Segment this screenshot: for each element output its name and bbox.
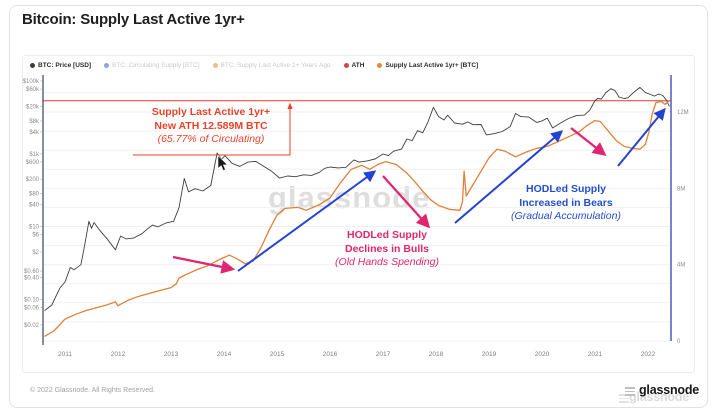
legend-item-label: ATH [351, 62, 365, 69]
legend-dot-icon [212, 63, 218, 68]
annotation-line: Declines in Bulls [344, 242, 430, 255]
annotation-bulls-note: HODLed Supply Declines in Bulls (Old Han… [303, 229, 471, 270]
logo-bars-icon [625, 387, 635, 398]
logo-bars-icon [619, 394, 629, 405]
legend-item-label: BTC: Supply Last Active 1+ Years Ago [220, 62, 331, 69]
legend-dot-icon [343, 63, 349, 68]
logo-wordmark-ghost: glassnode [629, 390, 690, 404]
legend-item-4[interactable]: Supply Last Active 1yr+ [BTC] [377, 62, 478, 69]
legend-item-2[interactable]: BTC: Supply Last Active 1+ Years Ago [212, 62, 331, 69]
legend-item-label: Supply Last Active 1yr+ [BTC] [385, 62, 479, 69]
annotation-line: (Gradual Accumulation) [511, 210, 621, 222]
legend-dot-icon [104, 63, 110, 68]
copyright-text: © 2022 Glassnode. All Rights Reserved. [30, 387, 156, 394]
annotation-line: HODLed Supply [526, 183, 606, 195]
legend-item-1[interactable]: BTC: Circulating Supply [BTC] [104, 62, 200, 69]
legend-item-label: BTC: Circulating Supply [BTC] [112, 62, 200, 69]
annotation-line: HODLed Supply [347, 229, 427, 241]
legend-item-3[interactable]: ATH [343, 62, 365, 69]
annotation-line: (Old Hands Spending) [335, 256, 439, 268]
annotation-line: New ATH 12.589M BTC [154, 119, 268, 132]
glassnode-watermark: glassnode [268, 180, 431, 215]
annotation-bears-note: HODLed Supply Increased in Bears (Gradua… [480, 183, 652, 224]
legend-dot-icon [377, 63, 383, 68]
chart-legend: BTC: Price [USD] BTC: Circulating Supply … [30, 62, 478, 69]
glassnode-logo: glassnode glassnode [619, 381, 707, 407]
legend-item-0[interactable]: BTC: Price [USD] [30, 62, 91, 69]
annotation-line: Increased in Bears [519, 196, 613, 209]
annotation-line: (65.77% of Circulating) [157, 133, 265, 145]
annotation-ath-note: Supply Last Active 1yr+ New ATH 12.589M … [126, 106, 296, 147]
legend-item-label: BTC: Price [USD] [38, 62, 92, 69]
page-title: Bitcoin: Supply Last Active 1yr+ [22, 11, 245, 28]
legend-dot-icon [30, 63, 35, 68]
annotation-line: Supply Last Active 1yr+ [151, 106, 271, 118]
logo-wordmark: glassnode [639, 383, 700, 397]
